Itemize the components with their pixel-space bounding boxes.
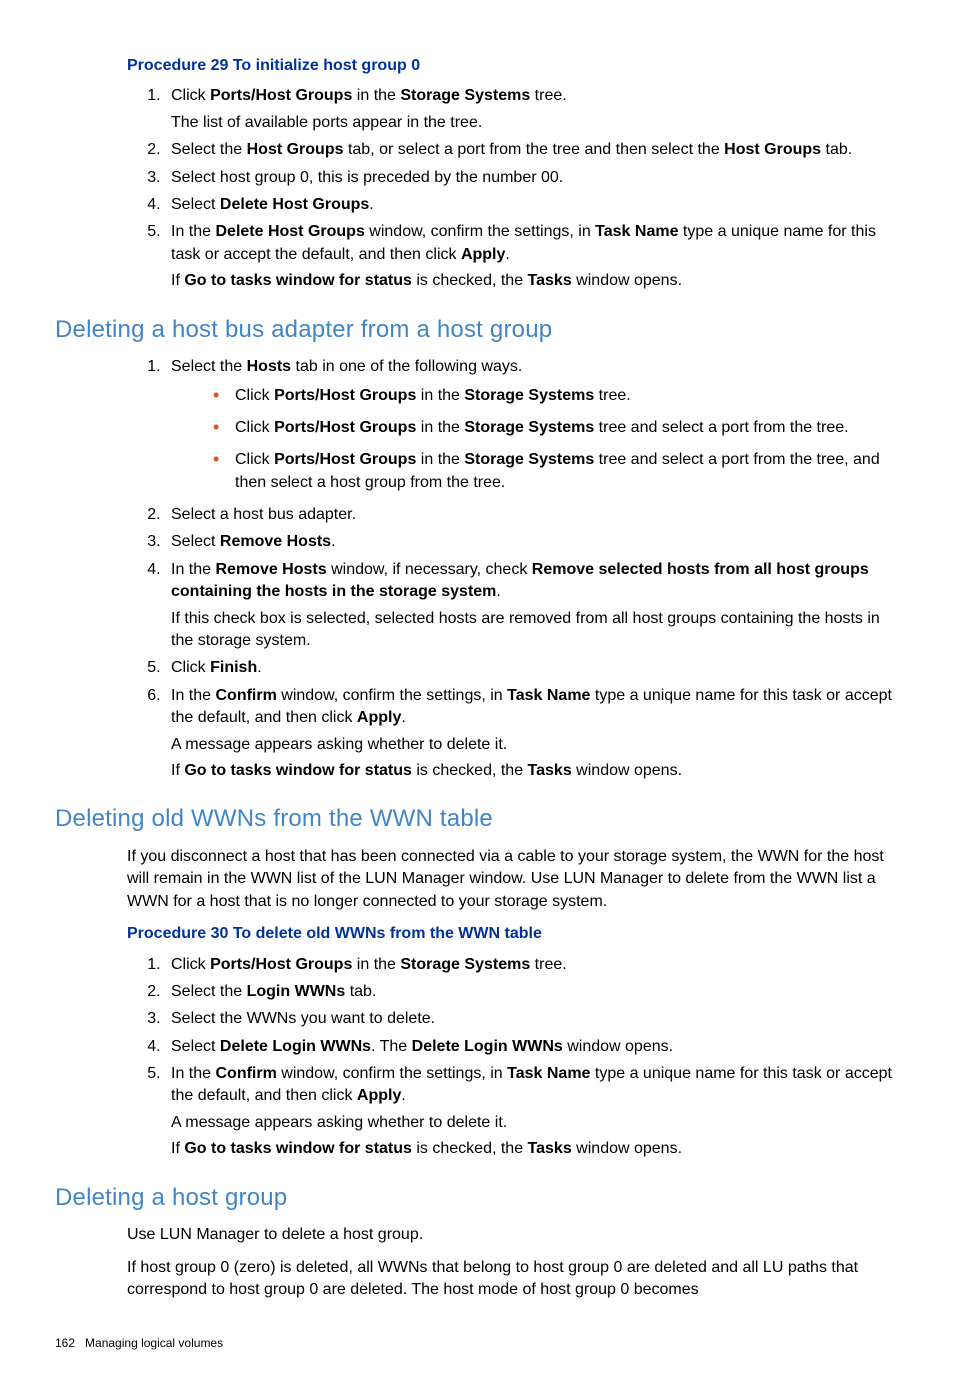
sec2-intro: If you disconnect a host that has been c…: [127, 846, 899, 913]
list-item: Select a host bus adapter.: [165, 504, 899, 526]
list-item: In the Confirm window, confirm the setti…: [165, 685, 899, 783]
heading-deleting-wwns: Deleting old WWNs from the WWN table: [55, 802, 899, 836]
list-item: Select the Host Groups tab, or select a …: [165, 139, 899, 161]
chapter-title: Managing logical volumes: [85, 1336, 223, 1350]
list-item: In the Remove Hosts window, if necessary…: [165, 559, 899, 653]
procedure-29-steps: Click Ports/Host Groups in the Storage S…: [127, 85, 899, 292]
procedure-29-title: Procedure 29 To initialize host group 0: [127, 55, 899, 77]
list-item: Click Ports/Host Groups in the Storage S…: [213, 449, 899, 494]
page-footer: 162 Managing logical volumes: [55, 1335, 899, 1352]
list-item: Select host group 0, this is preceded by…: [165, 167, 899, 189]
heading-deleting-hba: Deleting a host bus adapter from a host …: [55, 313, 899, 347]
list-item: Click Ports/Host Groups in the Storage S…: [213, 385, 899, 407]
list-item: Select the Hosts tab in one of the follo…: [165, 356, 899, 494]
list-item: Select the Login WWNs tab.: [165, 981, 899, 1003]
procedure-30-steps: Click Ports/Host Groups in the Storage S…: [127, 954, 899, 1161]
list-item: In the Confirm window, confirm the setti…: [165, 1063, 899, 1161]
heading-deleting-host-group: Deleting a host group: [55, 1181, 899, 1215]
page-number: 162: [55, 1336, 75, 1350]
list-item: Click Ports/Host Groups in the Storage S…: [165, 954, 899, 976]
sec1-sublist: Click Ports/Host Groups in the Storage S…: [171, 385, 899, 495]
sec3-p1: Use LUN Manager to delete a host group.: [127, 1224, 899, 1246]
list-item: Click Finish.: [165, 657, 899, 679]
sec1-steps: Select the Hosts tab in one of the follo…: [127, 356, 899, 782]
sec3-p2: If host group 0 (zero) is deleted, all W…: [127, 1257, 899, 1302]
list-item: Select the WWNs you want to delete.: [165, 1008, 899, 1030]
list-item: Select Delete Login WWNs. The Delete Log…: [165, 1036, 899, 1058]
list-item: Click Ports/Host Groups in the Storage S…: [165, 85, 899, 134]
list-item: Select Remove Hosts.: [165, 531, 899, 553]
procedure-30-title: Procedure 30 To delete old WWNs from the…: [127, 923, 899, 945]
list-item: Click Ports/Host Groups in the Storage S…: [213, 417, 899, 439]
list-item: In the Delete Host Groups window, confir…: [165, 221, 899, 292]
list-item: Select Delete Host Groups.: [165, 194, 899, 216]
